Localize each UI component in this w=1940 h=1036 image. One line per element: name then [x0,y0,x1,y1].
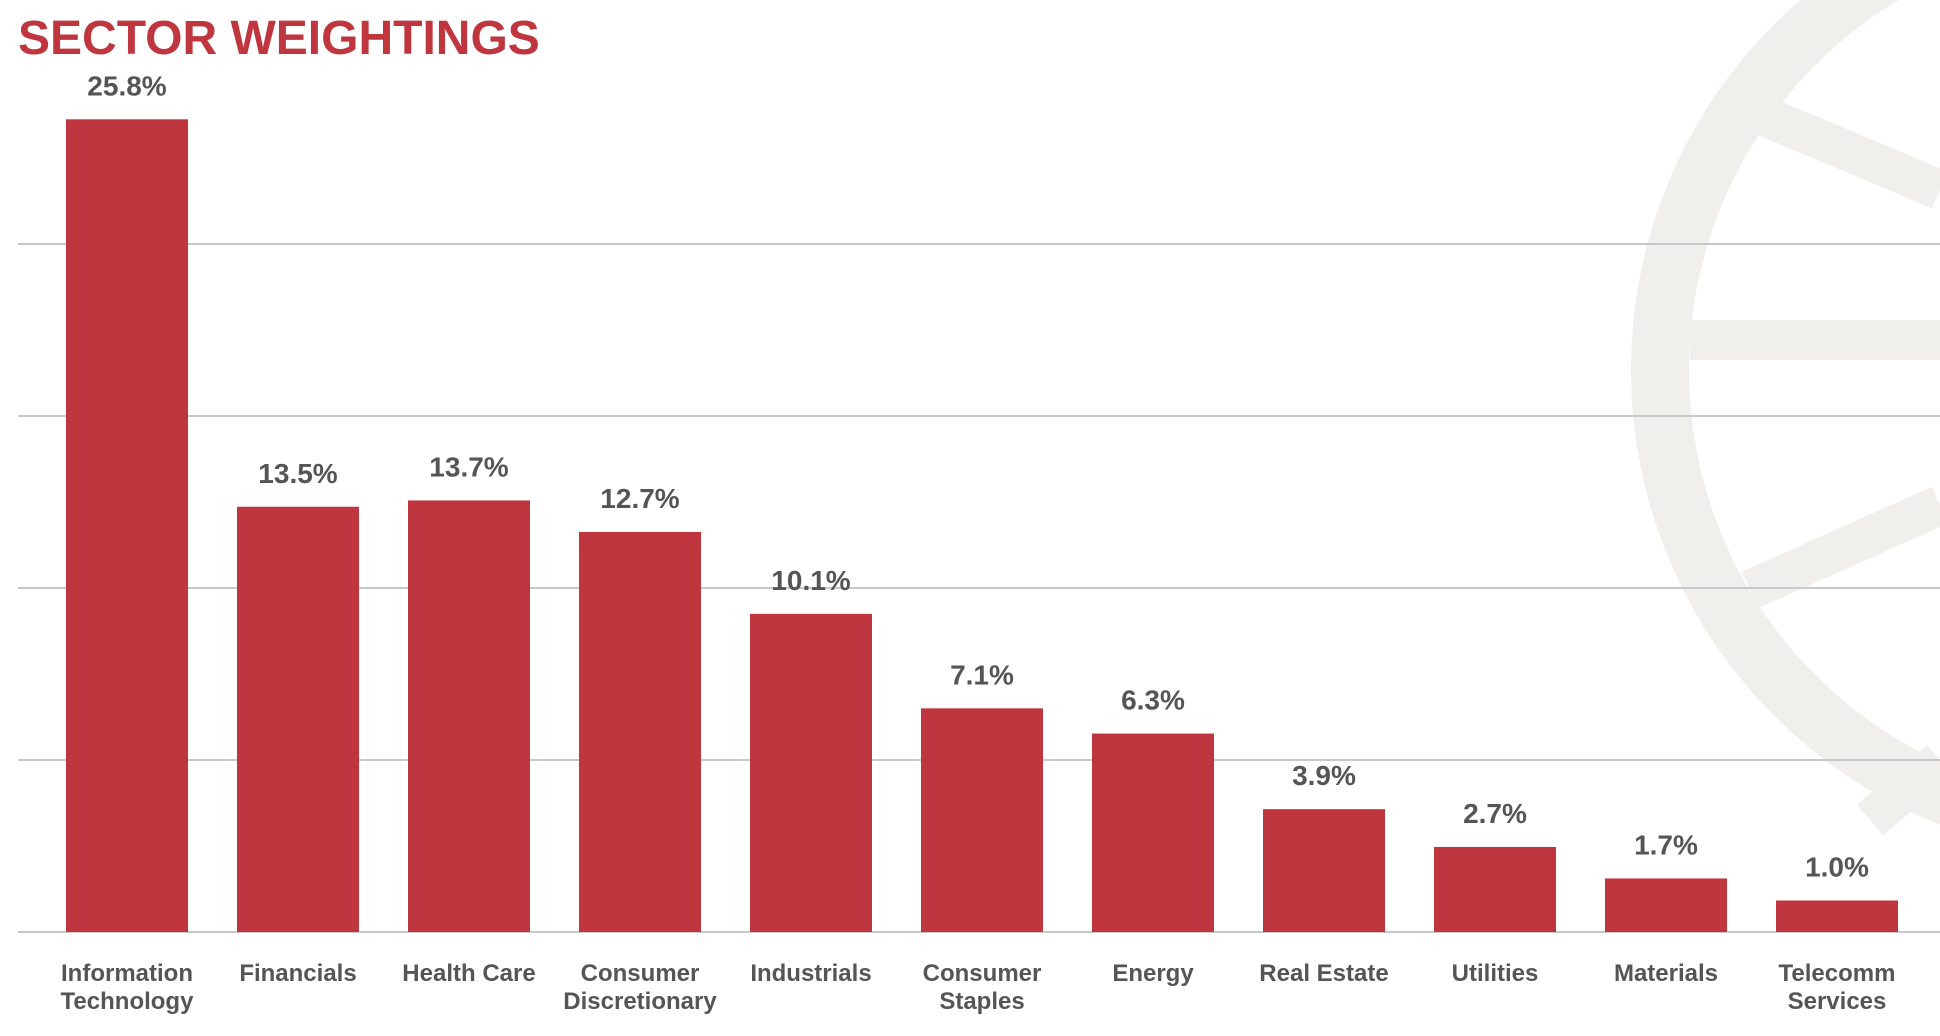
value-label-telecomm-services: 1.0% [1805,852,1869,883]
watermark-spoke [1742,91,1940,209]
bar-consumer-discretionary [579,531,701,932]
value-label-financials: 13.5% [258,458,337,489]
value-label-information-technology: 25.8% [87,70,166,101]
value-label-real-estate: 3.9% [1292,760,1356,791]
category-label-industrials: Industrials [750,960,871,987]
category-labels: Information Technology Financials Health Ca… [61,960,1896,1015]
value-label-energy: 6.3% [1121,685,1185,716]
watermark-spoke [1741,486,1940,609]
bar-financials [237,506,359,932]
bar-information-technology [66,119,188,933]
value-label-consumer-staples: 7.1% [950,659,1014,690]
value-label-utilities: 2.7% [1463,798,1527,829]
chart-title: SECTOR WEIGHTINGS [18,12,540,65]
bar-industrials [750,613,872,932]
value-labels: 25.8% 13.5% 13.7% 12.7% 10.1% 7.1% 6.3% 3.9% 2.7… [87,70,1869,882]
category-label-health-care: Health Care [402,960,535,987]
category-label-telecomm-services: Telecomm Services [1779,960,1896,1015]
category-label-utilities: Utilities [1452,960,1539,987]
value-label-consumer-discretionary: 12.7% [600,483,679,514]
category-label-information-technology: Information Technology [61,960,195,1015]
bar-consumer-staples [921,708,1043,932]
value-label-industrials: 10.1% [771,565,850,596]
value-label-health-care: 13.7% [429,451,508,482]
bar-real-estate [1263,809,1385,932]
bar-telecomm-services [1776,900,1898,932]
bar-energy [1092,733,1214,932]
bars [66,119,1898,933]
compass-watermark-icon [1631,0,1940,836]
bar-materials [1605,878,1727,932]
bar-health-care [408,500,530,932]
value-label-materials: 1.7% [1634,829,1698,860]
category-label-real-estate: Real Estate [1259,960,1388,987]
bar-utilities [1434,846,1556,932]
category-label-consumer-staples: Consumer Staples [923,960,1042,1015]
category-label-consumer-discretionary: Consumer Discretionary [563,960,717,1015]
watermark-spoke [1856,744,1940,836]
category-label-financials: Financials [239,960,356,987]
watermark-ring [1631,0,1940,825]
category-label-materials: Materials [1614,960,1718,987]
category-label-energy: Energy [1112,960,1194,987]
